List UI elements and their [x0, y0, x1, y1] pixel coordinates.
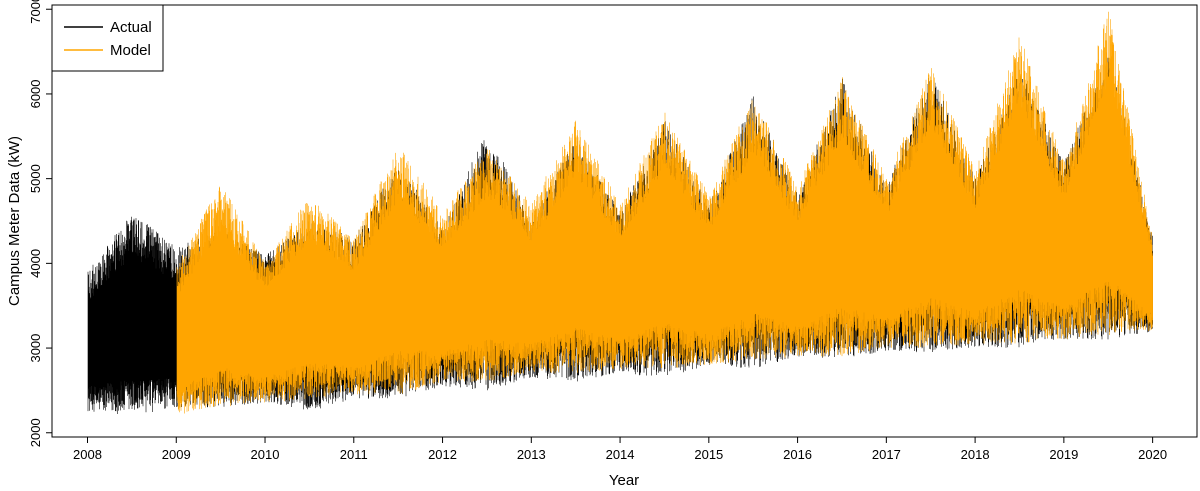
y-axis-label: Campus Meter Data (kW)	[6, 136, 23, 306]
series-layer	[87, 11, 1153, 414]
y-tick-label: 2000	[28, 418, 43, 447]
x-tick-label: 2013	[517, 447, 546, 462]
x-tick-label: 2012	[428, 447, 457, 462]
plot-frame	[51, 4, 1198, 438]
x-tick-label: 2014	[606, 447, 635, 462]
legend-model-label: Model	[110, 42, 151, 59]
x-tick-label: 2008	[73, 447, 102, 462]
x-tick-label: 2009	[162, 447, 191, 462]
y-tick-label: 7000	[28, 0, 43, 24]
x-tick-label: 2010	[251, 447, 280, 462]
x-tick-label: 2015	[694, 447, 723, 462]
legend: Actual Model	[51, 4, 164, 72]
legend-actual-label: Actual	[110, 19, 152, 36]
model-series-line	[176, 11, 1153, 414]
x-tick-label: 2011	[340, 447, 368, 462]
y-tick-label: 3000	[28, 334, 43, 363]
x-tick-label: 2018	[961, 447, 990, 462]
x-tick-label: 2016	[783, 447, 812, 462]
x-tick-label: 2017	[872, 447, 901, 462]
x-tick-label: 2019	[1049, 447, 1078, 462]
axis-layer: 2008 2009 2010 2011 2012 2013 2014 2015 2016 2017…	[28, 0, 1167, 462]
y-tick-label: 5000	[28, 164, 43, 193]
y-tick-label: 4000	[28, 249, 43, 278]
x-axis-label: Year	[609, 472, 639, 489]
x-tick-label: 2020	[1138, 447, 1167, 462]
y-tick-label: 6000	[28, 79, 43, 108]
legend-box	[51, 4, 164, 72]
